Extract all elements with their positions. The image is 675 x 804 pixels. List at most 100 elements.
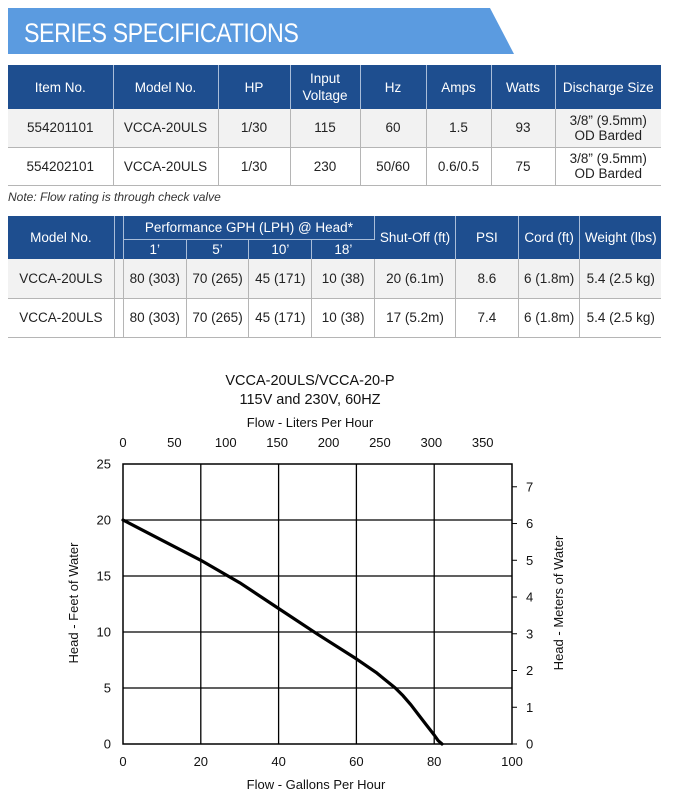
header-spacer (114, 216, 124, 259)
header-hz: Hz (360, 65, 427, 109)
header-model-no: Model No. (113, 65, 219, 109)
table-row: VCCA-20ULS 80 (303) 70 (265) 45 (171) 10… (8, 259, 661, 299)
x2-tick-label: 300 (420, 435, 442, 450)
header-watts: Watts (491, 65, 556, 109)
header-shut-off: Shut-Off (ft) (374, 216, 456, 259)
cell-model-no: VCCA-20ULS (8, 298, 115, 338)
cell-weight: 5.4 (2.5 kg) (579, 298, 661, 338)
perf-subheader-row: 1’ 5’ 10’ 18’ (8, 239, 661, 259)
header-head-1ft: 1’ (123, 239, 187, 259)
cell-shut-off: 20 (6.1m) (374, 259, 456, 299)
cell-watts: 75 (491, 147, 556, 186)
header-head-10ft: 10’ (248, 239, 313, 259)
header-hp: HP (218, 65, 291, 109)
x-tick-label: 0 (119, 754, 126, 769)
header-cord: Cord (ft) (518, 216, 581, 259)
cell-model-no: VCCA-20ULS (113, 147, 219, 186)
header-item-no: Item No. (8, 65, 114, 109)
y-tick-label: 5 (104, 681, 111, 696)
y2-tick-label: 1 (526, 700, 533, 715)
x-tick-label: 60 (349, 754, 363, 769)
cell-gph-10ft: 45 (171) (248, 298, 313, 338)
cell-gph-18ft: 10 (38) (311, 259, 375, 299)
cell-gph-5ft: 70 (265) (186, 259, 250, 299)
cell-discharge-size: 3/8” (9.5mm) OD Barded (555, 147, 661, 186)
x2-tick-label: 350 (472, 435, 494, 450)
cell-input-voltage: 230 (290, 147, 361, 186)
series-specifications-table: Item No. Model No. HP Input Voltage Hz A… (8, 65, 661, 186)
y2-tick-label: 6 (526, 516, 533, 531)
y2-axis-label: Head - Meters of Water (551, 535, 566, 670)
x2-tick-label: 50 (167, 435, 181, 450)
table-row: 554201101 VCCA-20ULS 1/30 115 60 1.5 93 … (8, 109, 661, 148)
cell-cord: 6 (1.8m) (518, 298, 581, 338)
x2-axis-label: Flow - Liters Per Hour (247, 415, 374, 430)
performance-table: Model No. Performance GPH (LPH) @ Head* … (8, 216, 661, 338)
x-axis-label: Flow - Gallons Per Hour (247, 777, 386, 792)
cell-weight: 5.4 (2.5 kg) (579, 259, 661, 299)
x-tick-label: 20 (194, 754, 208, 769)
x-tick-label: 100 (501, 754, 523, 769)
header-amps: Amps (426, 65, 492, 109)
header-head-18ft: 18’ (311, 239, 375, 259)
cell-amps: 0.6/0.5 (426, 147, 492, 186)
cell-gph-1ft: 80 (303) (123, 259, 187, 299)
x2-tick-label: 200 (318, 435, 340, 450)
chart-subtitle: 115V and 230V, 60HZ (239, 392, 380, 408)
cell-hp: 1/30 (218, 147, 291, 186)
header-performance: Performance GPH (LPH) @ Head* (123, 216, 375, 240)
x-tick-label: 80 (427, 754, 441, 769)
table-row: 554202101 VCCA-20ULS 1/30 230 50/60 0.6/… (8, 147, 661, 186)
cell-psi: 7.4 (455, 298, 519, 338)
header-head-5ft: 5’ (186, 239, 250, 259)
perf-header-row: Model No. Performance GPH (LPH) @ Head* … (8, 216, 661, 259)
cell-cord: 6 (1.8m) (518, 259, 581, 299)
x2-tick-label: 150 (266, 435, 288, 450)
cell-gph-18ft: 10 (38) (311, 298, 375, 338)
pump-curve-line-0 (121, 518, 444, 746)
x2-tick-label: 100 (215, 435, 237, 450)
cell-hz: 60 (360, 109, 427, 148)
header-psi: PSI (455, 216, 519, 259)
y-axis-label: Head - Feet of Water (66, 542, 81, 664)
cell-amps: 1.5 (426, 109, 492, 148)
y2-tick-label: 0 (526, 737, 533, 752)
x2-tick-label: 250 (369, 435, 391, 450)
cell-gph-1ft: 80 (303) (123, 298, 187, 338)
cell-shut-off: 17 (5.2m) (374, 298, 456, 338)
x2-tick-label: 0 (119, 435, 126, 450)
banner-background (8, 8, 514, 54)
y2-tick-label: 2 (526, 663, 533, 678)
pump-curve-svg: VCCA-20ULS/VCCA-20-P 115V and 230V, 60HZ… (66, 373, 566, 792)
y-tick-label: 0 (104, 737, 111, 752)
pump-curve-chart: VCCA-20ULS/VCCA-20-P 115V and 230V, 60HZ… (0, 360, 675, 804)
cell-watts: 93 (491, 109, 556, 148)
cell-model-no: VCCA-20ULS (113, 109, 219, 148)
series-layer (121, 518, 444, 746)
y-tick-label: 25 (97, 457, 111, 472)
plot-frame (122, 463, 513, 745)
flow-rating-note: Note: Flow rating is through check valve (8, 190, 221, 204)
cell-discharge-size: 3/8” (9.5mm) OD Barded (555, 109, 661, 148)
header-model-no: Model No. (8, 216, 115, 259)
grid-lines (122, 463, 513, 745)
chart-title: VCCA-20ULS/VCCA-20-P (225, 373, 394, 389)
cell-item-no: 554202101 (8, 147, 114, 186)
cell-gph-5ft: 70 (265) (186, 298, 250, 338)
cell-input-voltage: 115 (290, 109, 361, 148)
cell-hp: 1/30 (218, 109, 291, 148)
y2-tick-label: 7 (526, 479, 533, 494)
banner-title: SERIES SPECIFICATIONS (24, 18, 299, 48)
x-tick-label: 40 (271, 754, 285, 769)
y2-tick-label: 3 (526, 626, 533, 641)
cell-spacer (114, 259, 124, 299)
header-weight: Weight (lbs) (579, 216, 661, 259)
cell-gph-10ft: 45 (171) (248, 259, 313, 299)
cell-model-no: VCCA-20ULS (8, 259, 115, 299)
cell-spacer (114, 298, 124, 338)
header-discharge-size: Discharge Size (555, 65, 661, 109)
y2-tick-label: 5 (526, 553, 533, 568)
cell-item-no: 554201101 (8, 109, 114, 148)
y-tick-label: 15 (97, 569, 111, 584)
